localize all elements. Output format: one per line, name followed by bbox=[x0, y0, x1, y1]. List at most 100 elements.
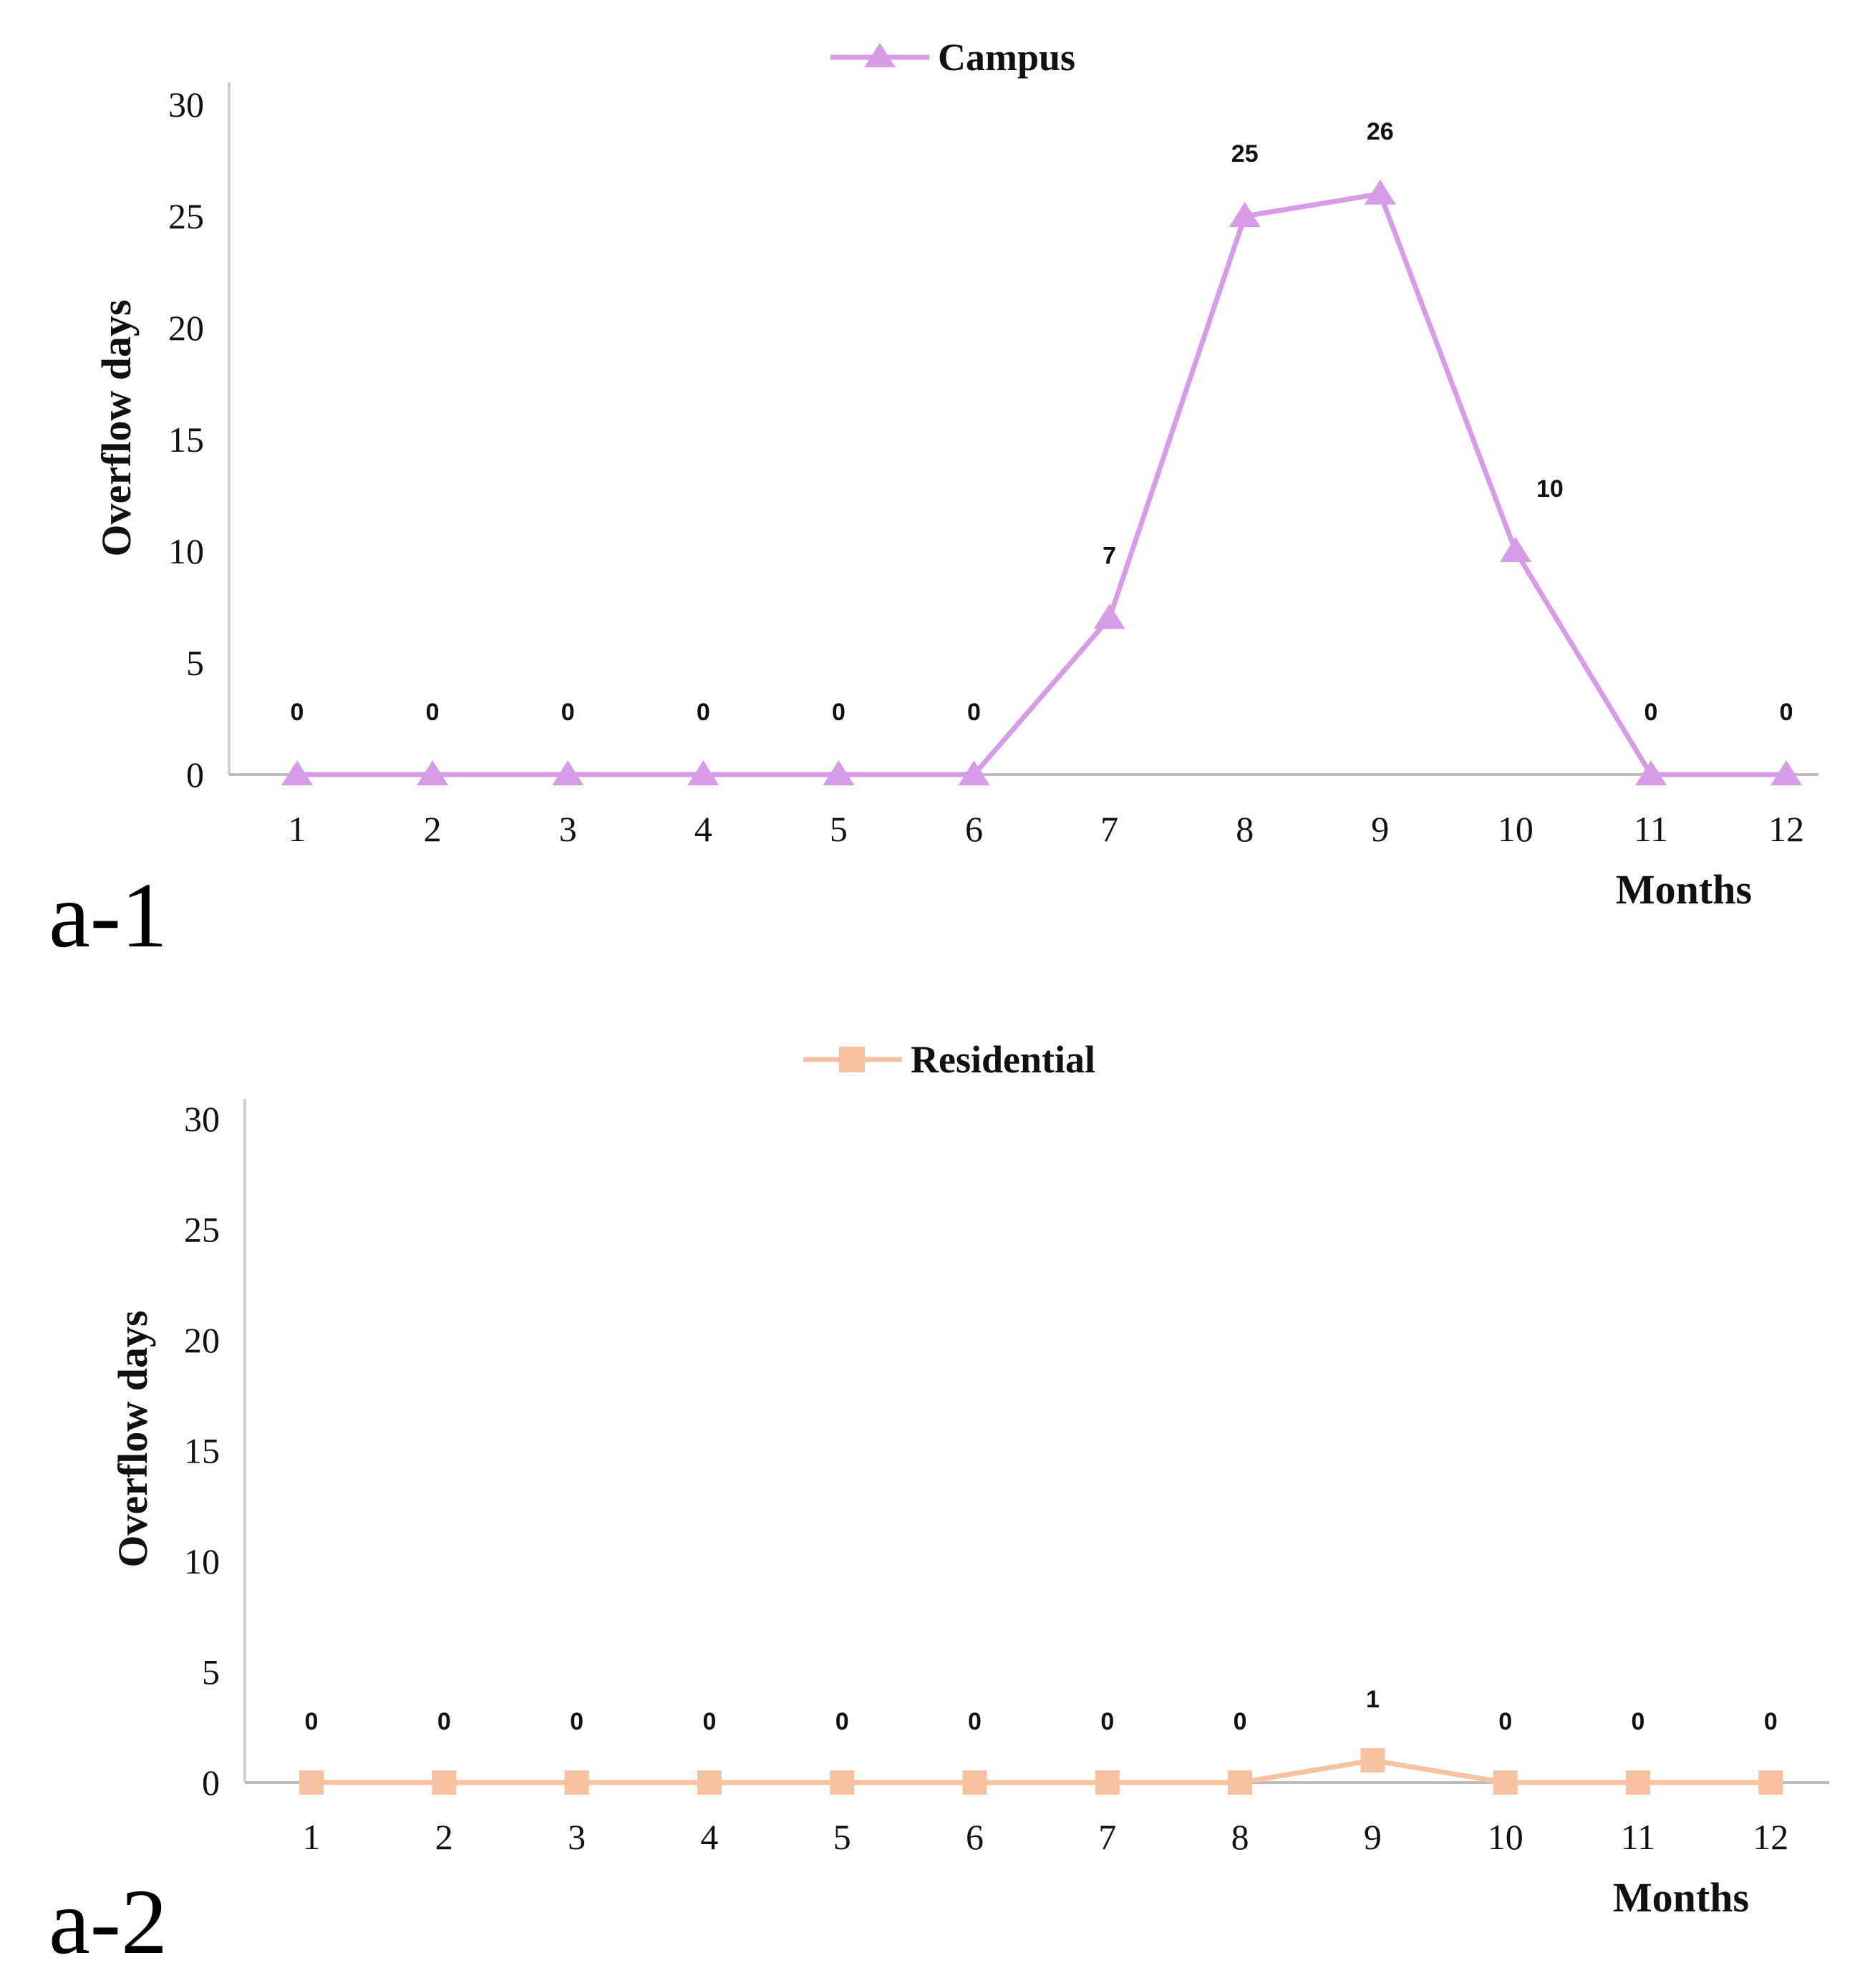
x-tick-label: 3 bbox=[568, 1817, 586, 1857]
y-tick-label: 15 bbox=[168, 420, 204, 460]
data-label: 0 bbox=[832, 699, 846, 726]
data-point-marker bbox=[697, 1770, 722, 1795]
y-tick-label: 0 bbox=[202, 1762, 220, 1803]
series-line bbox=[297, 191, 1787, 777]
x-tick-label: 9 bbox=[1371, 809, 1389, 849]
x-tick-label: 11 bbox=[1621, 1817, 1655, 1857]
x-tick-label: 8 bbox=[1236, 809, 1254, 849]
data-label: 0 bbox=[697, 699, 710, 726]
data-point-marker bbox=[687, 760, 720, 785]
series-line bbox=[311, 1757, 1771, 1785]
legend-triangle-marker bbox=[864, 43, 896, 67]
x-tick-label: 3 bbox=[559, 809, 577, 849]
data-label: 1 bbox=[1366, 1686, 1380, 1713]
data-label: 0 bbox=[437, 1708, 451, 1735]
x-tick-labels: 1 2 3 4 5 6 7 8 9 10 11 12 bbox=[289, 809, 1805, 849]
x-tick-label: 10 bbox=[1498, 809, 1534, 849]
x-tick-label: 2 bbox=[435, 1817, 453, 1857]
data-point-marker bbox=[1228, 1770, 1253, 1795]
data-point-marker bbox=[962, 1770, 987, 1795]
data-label: 25 bbox=[1231, 140, 1259, 168]
data-label: 0 bbox=[968, 1708, 982, 1735]
x-tick-label: 12 bbox=[1753, 1817, 1788, 1857]
data-labels: 0 0 0 0 0 0 7 25 26 10 0 0 bbox=[291, 118, 1793, 726]
data-point-marker bbox=[281, 760, 313, 785]
data-point-marker bbox=[1758, 1770, 1783, 1795]
data-label: 0 bbox=[1498, 1708, 1512, 1735]
data-point-marker bbox=[552, 760, 584, 785]
x-tick-label: 7 bbox=[1100, 809, 1118, 849]
series-campus bbox=[281, 179, 1803, 785]
x-tick-label: 11 bbox=[1634, 809, 1668, 849]
data-point-marker bbox=[432, 1770, 457, 1795]
x-tick-label: 6 bbox=[965, 809, 983, 849]
data-point-marker bbox=[1770, 760, 1803, 785]
x-tick-label: 10 bbox=[1488, 1817, 1523, 1857]
y-axis-title: Overflow days bbox=[110, 1310, 156, 1567]
data-point-marker bbox=[1095, 1770, 1120, 1795]
y-tick-label: 30 bbox=[184, 1099, 220, 1139]
data-point-marker bbox=[1364, 179, 1396, 205]
data-point-marker bbox=[958, 760, 990, 785]
data-label: 0 bbox=[1780, 699, 1793, 726]
y-tick-label: 15 bbox=[184, 1431, 220, 1471]
data-point-marker bbox=[1493, 1770, 1518, 1795]
data-label: 0 bbox=[1234, 1708, 1247, 1735]
y-tick-label: 25 bbox=[168, 196, 204, 236]
y-tick-label: 20 bbox=[168, 308, 204, 348]
legend-label: Residential bbox=[911, 1038, 1095, 1081]
legend-label: Campus bbox=[938, 36, 1075, 79]
y-axis-title: Overflow days bbox=[93, 299, 140, 556]
y-tick-label: 5 bbox=[202, 1652, 220, 1692]
data-point-marker bbox=[1635, 760, 1667, 785]
x-tick-labels: 1 2 3 4 5 6 7 8 9 10 11 12 bbox=[303, 1817, 1789, 1857]
x-tick-label: 5 bbox=[833, 1817, 851, 1857]
legend: Campus bbox=[830, 36, 1075, 79]
x-tick-label: 9 bbox=[1364, 1817, 1382, 1857]
x-axis-title: Months bbox=[1613, 1874, 1749, 1921]
data-label: 0 bbox=[561, 699, 575, 726]
data-point-marker bbox=[299, 1770, 324, 1795]
series-residential bbox=[299, 1748, 1783, 1795]
data-point-marker bbox=[1360, 1748, 1385, 1773]
panel-label: a-2 bbox=[49, 1871, 168, 1974]
data-point-marker bbox=[830, 1770, 855, 1795]
data-label: 0 bbox=[1100, 1708, 1114, 1735]
data-label: 7 bbox=[1103, 543, 1116, 570]
data-point-marker bbox=[564, 1770, 589, 1795]
data-point-marker bbox=[1499, 537, 1531, 562]
data-label: 0 bbox=[1764, 1708, 1778, 1735]
x-tick-label: 1 bbox=[289, 809, 306, 849]
x-tick-label: 8 bbox=[1231, 1817, 1249, 1857]
data-point-marker bbox=[1626, 1770, 1650, 1795]
data-point-marker bbox=[417, 760, 449, 785]
panel-label: a-1 bbox=[49, 864, 168, 967]
x-tick-label: 12 bbox=[1768, 809, 1804, 849]
y-tick-label: 0 bbox=[186, 755, 204, 795]
data-label: 0 bbox=[835, 1708, 849, 1735]
x-tick-label: 2 bbox=[424, 809, 442, 849]
data-label: 0 bbox=[291, 699, 304, 726]
data-label: 0 bbox=[305, 1708, 319, 1735]
data-label: 0 bbox=[967, 699, 981, 726]
data-point-marker bbox=[823, 760, 855, 785]
x-tick-label: 5 bbox=[830, 809, 848, 849]
data-point-marker bbox=[1093, 603, 1125, 629]
data-label: 0 bbox=[702, 1708, 716, 1735]
x-tick-label: 1 bbox=[303, 1817, 321, 1857]
data-label: 0 bbox=[426, 699, 440, 726]
x-tick-label: 6 bbox=[966, 1817, 984, 1857]
legend: Residential bbox=[803, 1038, 1095, 1081]
data-label: 0 bbox=[1632, 1708, 1645, 1735]
y-tick-label: 10 bbox=[168, 531, 204, 571]
x-axis-title: Months bbox=[1616, 866, 1752, 913]
y-tick-label: 25 bbox=[184, 1210, 220, 1250]
data-labels: 0 0 0 0 0 0 0 0 1 0 0 0 bbox=[305, 1686, 1778, 1735]
data-label: 10 bbox=[1536, 475, 1564, 503]
y-tick-labels: 0 5 10 15 20 25 30 bbox=[184, 1099, 220, 1803]
x-tick-label: 4 bbox=[700, 1817, 718, 1857]
legend-square-marker bbox=[839, 1047, 865, 1072]
